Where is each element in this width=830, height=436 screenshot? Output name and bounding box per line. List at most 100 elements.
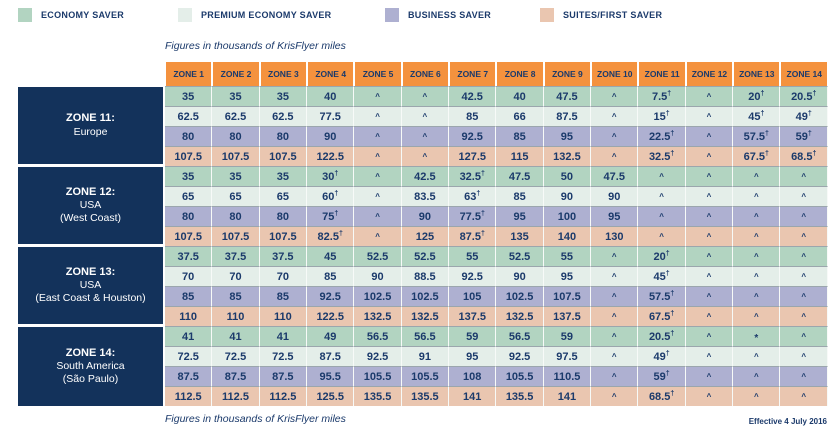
miles-cell: 67.5†: [638, 306, 686, 326]
miles-cell: 88.5: [401, 266, 450, 286]
row-group-region: (São Paulo): [62, 373, 119, 386]
miles-cell: 40: [307, 86, 355, 106]
row-group-zone: ZONE 13:: [65, 265, 116, 278]
miles-cell: 41: [259, 326, 308, 346]
miles-cell: 91: [401, 346, 450, 366]
miles-cell: 112.5: [165, 386, 213, 406]
miles-cell: 105.5: [496, 366, 544, 386]
miles-cell: ^: [591, 366, 639, 386]
dagger-footnote-marker: †: [334, 169, 339, 177]
not-available-marker: ^: [753, 231, 759, 241]
table-row: 72.5 72.5 72.5 87.5 92.5 91 95 92.5 97.5 ^ 49† ^ ^ ^: [18, 346, 828, 366]
not-available-marker: ^: [706, 271, 712, 281]
dagger-footnote-marker: †: [760, 109, 765, 117]
miles-cell: ^: [685, 206, 734, 226]
miles-cell: 90: [591, 186, 639, 206]
dagger-footnote-marker: †: [665, 369, 670, 377]
dagger-footnote-marker: †: [476, 189, 481, 197]
not-available-marker: ^: [611, 251, 617, 261]
miles-cell: 35: [212, 166, 260, 186]
miles-cell: 137.5: [449, 306, 497, 326]
miles-cell: 90: [307, 126, 355, 146]
miles-cell: 135: [496, 226, 544, 246]
row-group-zone: ZONE 12:: [65, 185, 116, 198]
column-header-zone-10: ZONE 10: [591, 62, 639, 86]
miles-cell: 85: [212, 286, 260, 306]
miles-cell: 135.5: [496, 386, 544, 406]
miles-cell: ^: [733, 366, 781, 386]
miles-cell: ^: [685, 106, 734, 126]
miles-cell: 107.5: [212, 226, 260, 246]
not-available-marker: ^: [422, 91, 428, 101]
miles-cell: ^: [591, 326, 639, 346]
not-available-marker: ^: [753, 291, 759, 301]
column-header-zone-9: ZONE 9: [543, 62, 592, 86]
units-caption-top: Figures in thousands of KrisFlyer miles: [165, 40, 346, 52]
miles-cell: 102.5: [496, 286, 544, 306]
miles-cell: 62.5: [259, 106, 308, 126]
dagger-footnote-marker: †: [765, 129, 769, 137]
not-available-marker: ^: [611, 391, 617, 401]
miles-cell: 122.5: [307, 146, 355, 166]
not-available-marker: ^: [611, 271, 617, 281]
award-table-body: ZONE 11: Europe 35 35 35 40 ^ ^ 42.5 40 47.5 ^ 7.5† ^…: [18, 86, 828, 406]
dagger-footnote-marker: †: [812, 149, 817, 157]
miles-cell: ^: [591, 246, 639, 266]
miles-cell: 135.5: [354, 386, 402, 406]
miles-cell: ^: [638, 206, 686, 226]
miles-cell: ^: [780, 246, 828, 266]
miles-cell: 72.5: [259, 346, 308, 366]
miles-cell: ^: [780, 366, 828, 386]
not-available-marker: ^: [375, 151, 380, 161]
column-header-zone-5: ZONE 5: [354, 62, 402, 86]
miles-cell: 105.5: [354, 366, 402, 386]
miles-cell: 82.5†: [307, 226, 355, 246]
table-row: ZONE 12: USA (West Coast) 35 35 35 30† ^ 42.5 32.…: [18, 166, 828, 246]
not-available-marker: ^: [611, 291, 617, 301]
row-group-region: (East Coast & Houston): [35, 292, 146, 305]
not-available-marker: ^: [375, 91, 380, 101]
not-available-marker: ^: [611, 311, 617, 321]
miles-cell: ^: [780, 306, 828, 326]
miles-cell: 35: [259, 86, 308, 106]
miles-cell: 107.5: [259, 226, 308, 246]
dagger-footnote-marker: †: [334, 209, 339, 217]
miles-cell: 107.5: [259, 146, 308, 166]
miles-cell: 87.5: [165, 366, 213, 386]
table-row: 65 65 65 60† ^ 83.5 63† 85 90 90 ^ ^ ^ ^: [18, 186, 828, 206]
miles-cell: ^: [685, 166, 734, 186]
miles-cell: 102.5: [354, 286, 402, 306]
column-header-zone-2: ZONE 2: [212, 62, 260, 86]
row-group-region: (West Coast): [59, 212, 122, 225]
table-row: 70 70 70 85 90 88.5 92.5 90 95 ^ 45† ^ ^ ^: [18, 266, 828, 286]
miles-cell: ^: [685, 86, 734, 106]
row-group-label: ZONE 11: Europe: [18, 86, 165, 166]
miles-cell: 68.5†: [780, 146, 828, 166]
not-available-marker: ^: [801, 391, 807, 401]
miles-cell: 92.5: [449, 266, 497, 286]
miles-cell: 59: [449, 326, 497, 346]
not-available-marker: ^: [706, 351, 712, 361]
miles-cell: ^: [685, 226, 734, 246]
not-available-marker: ^: [422, 151, 428, 161]
dagger-footnote-marker: †: [334, 189, 339, 197]
column-header-zone-8: ZONE 8: [496, 62, 544, 86]
miles-cell: ^: [591, 146, 639, 166]
table-row: 107.5 107.5 107.5 122.5 ^ ^ 127.5 115 132.5 ^ 32.5…: [18, 146, 828, 166]
miles-cell: 110: [165, 306, 213, 326]
not-available-marker: ^: [706, 311, 712, 321]
miles-cell: 49†: [638, 346, 686, 366]
miles-cell: 59: [543, 326, 592, 346]
award-table: ZONE 1 ZONE 2 ZONE 3 ZONE 4 ZONE 5 ZONE 6 ZONE…: [18, 62, 828, 406]
miles-cell: ^: [591, 266, 639, 286]
column-header-zone-3: ZONE 3: [259, 62, 308, 86]
miles-cell: 90: [401, 206, 450, 226]
not-available-marker: ^: [611, 151, 617, 161]
not-available-marker: ^: [422, 111, 428, 121]
miles-cell: ^: [733, 246, 781, 266]
row-group-label: ZONE 13: USA (East Coast & Houston): [18, 246, 165, 326]
miles-cell: 41: [165, 326, 213, 346]
not-available-marker: ^: [753, 311, 759, 321]
miles-cell: ^: [354, 186, 402, 206]
row-group-label: ZONE 14: South America (São Paulo): [18, 326, 165, 406]
